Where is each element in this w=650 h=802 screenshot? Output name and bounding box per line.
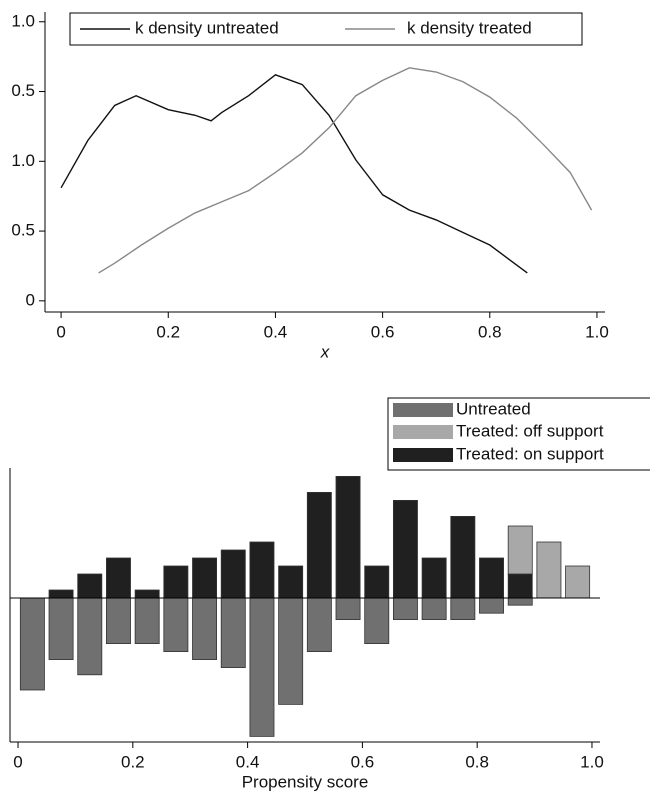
bar bbox=[48, 597, 74, 660]
legend-label: k density untreated bbox=[135, 18, 279, 37]
bar bbox=[106, 557, 131, 599]
bar bbox=[249, 541, 275, 599]
bar bbox=[450, 597, 476, 621]
y-tick-label: 1.0 bbox=[11, 11, 35, 30]
bar bbox=[249, 597, 275, 737]
bar bbox=[421, 597, 447, 621]
bar bbox=[392, 597, 418, 621]
bar bbox=[77, 597, 103, 676]
bar bbox=[192, 557, 218, 599]
bar bbox=[364, 565, 390, 599]
x-tick-label: 0.8 bbox=[465, 752, 489, 771]
bar bbox=[306, 597, 332, 652]
bar bbox=[220, 549, 246, 599]
bar bbox=[335, 597, 361, 621]
x-tick-label: 0.4 bbox=[236, 752, 260, 771]
x-tick-label: 0.4 bbox=[264, 322, 288, 341]
x-tick-label: 0.6 bbox=[371, 322, 395, 341]
bar bbox=[19, 597, 45, 691]
x-tick-label: 0.8 bbox=[478, 322, 502, 341]
x-tick-label: 0 bbox=[56, 322, 65, 341]
bar bbox=[507, 525, 533, 575]
bar bbox=[220, 597, 246, 668]
x-tick-label: 1.0 bbox=[585, 322, 609, 341]
bar bbox=[163, 565, 189, 599]
y-tick-label: 0.5 bbox=[11, 81, 35, 100]
density-line bbox=[60, 74, 528, 274]
x-tick-label: 0.2 bbox=[156, 322, 180, 341]
legend-box bbox=[69, 12, 583, 46]
bar bbox=[421, 557, 447, 599]
legend-swatch bbox=[393, 425, 453, 439]
legend-label: k density treated bbox=[407, 18, 532, 37]
x-tick-label: 0.2 bbox=[121, 752, 145, 771]
legend-label: Treated: on support bbox=[456, 444, 604, 463]
bar bbox=[134, 589, 160, 599]
x-axis-label: x bbox=[320, 342, 330, 361]
bar bbox=[278, 565, 304, 599]
bar bbox=[364, 597, 390, 644]
bar bbox=[163, 597, 189, 652]
legend-swatch bbox=[393, 448, 453, 462]
legend-label: Treated: off support bbox=[456, 421, 604, 440]
y-tick-label: 0 bbox=[26, 290, 35, 309]
x-tick-label: 0 bbox=[13, 752, 22, 771]
bar bbox=[479, 597, 504, 614]
bar bbox=[335, 475, 361, 599]
bar bbox=[77, 573, 103, 599]
y-tick-label: 0.5 bbox=[11, 221, 35, 240]
x-tick-label: 0.6 bbox=[351, 752, 375, 771]
bar bbox=[392, 499, 418, 599]
bar bbox=[306, 491, 332, 599]
bar bbox=[192, 597, 218, 660]
bar bbox=[507, 573, 533, 599]
y-tick-label: 1.0 bbox=[11, 151, 35, 170]
bar bbox=[48, 589, 74, 599]
x-axis-label: Propensity score bbox=[242, 772, 369, 791]
bar bbox=[479, 557, 504, 599]
bar bbox=[134, 597, 160, 644]
x-tick-label: 1.0 bbox=[580, 752, 604, 771]
density-line bbox=[98, 67, 593, 274]
legend-swatch bbox=[393, 403, 453, 417]
bar bbox=[536, 541, 562, 599]
bar bbox=[106, 597, 131, 644]
bar bbox=[450, 516, 476, 599]
legend-label: Untreated bbox=[456, 399, 531, 418]
bar bbox=[565, 565, 591, 599]
bar bbox=[507, 597, 533, 606]
bar bbox=[278, 597, 304, 705]
